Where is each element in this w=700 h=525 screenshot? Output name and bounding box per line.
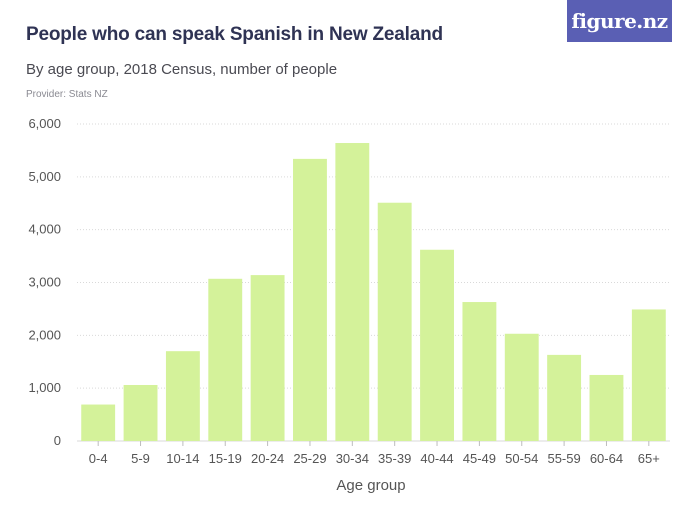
x-tick-label: 10-14: [166, 451, 199, 466]
y-tick-label: 4,000: [28, 222, 61, 237]
bar[interactable]: [123, 384, 158, 441]
x-tick-label: 30-34: [336, 451, 369, 466]
x-tick-label: 50-54: [505, 451, 538, 466]
y-axis-ticks: 0 1,000 2,000 3,000 4,000 5,000 6,000: [28, 116, 61, 448]
x-tick-label: 15-19: [209, 451, 242, 466]
y-tick-label: 3,000: [28, 275, 61, 290]
x-tick-label: 25-29: [293, 451, 326, 466]
bar[interactable]: [208, 278, 243, 441]
bar[interactable]: [420, 249, 454, 441]
x-axis-title: Age group: [336, 477, 405, 494]
bar[interactable]: [81, 404, 116, 441]
x-tick-label: 35-39: [378, 451, 411, 466]
bar[interactable]: [462, 302, 497, 441]
y-tick-label: 6,000: [28, 116, 61, 131]
bar[interactable]: [293, 158, 327, 441]
x-tick-label: 0-4: [89, 451, 108, 466]
bar[interactable]: [547, 354, 582, 441]
x-tick-label: 20-24: [251, 451, 284, 466]
y-tick-label: 0: [54, 433, 61, 448]
bar[interactable]: [631, 309, 666, 441]
chart-title: People who can speak Spanish in New Zeal…: [26, 24, 443, 45]
bar[interactable]: [504, 333, 539, 441]
bar[interactable]: [377, 202, 412, 441]
bar[interactable]: [589, 374, 624, 441]
x-axis-ticks: 0-4 5-9 10-14 15-19 20-24 25-29 30-34 35-39 40-4…: [89, 441, 660, 466]
figure-nz-logo[interactable]: figure.nz: [567, 0, 672, 42]
bar[interactable]: [250, 275, 285, 441]
x-tick-label: 60-64: [590, 451, 623, 466]
chart-subtitle: By age group, 2018 Census, number of peo…: [26, 61, 338, 78]
bar[interactable]: [165, 351, 200, 441]
y-tick-label: 1,000: [28, 380, 61, 395]
x-tick-label: 65+: [638, 451, 660, 466]
x-tick-label: 40-44: [420, 451, 453, 466]
x-tick-label: 55-59: [547, 451, 580, 466]
bar[interactable]: [335, 143, 370, 441]
y-tick-label: 2,000: [28, 327, 61, 342]
bars: [81, 143, 666, 441]
y-tick-label: 5,000: [28, 169, 61, 184]
data-provider: Provider: Stats NZ: [26, 89, 108, 100]
x-tick-label: 5-9: [131, 451, 150, 466]
x-tick-label: 45-49: [463, 451, 496, 466]
